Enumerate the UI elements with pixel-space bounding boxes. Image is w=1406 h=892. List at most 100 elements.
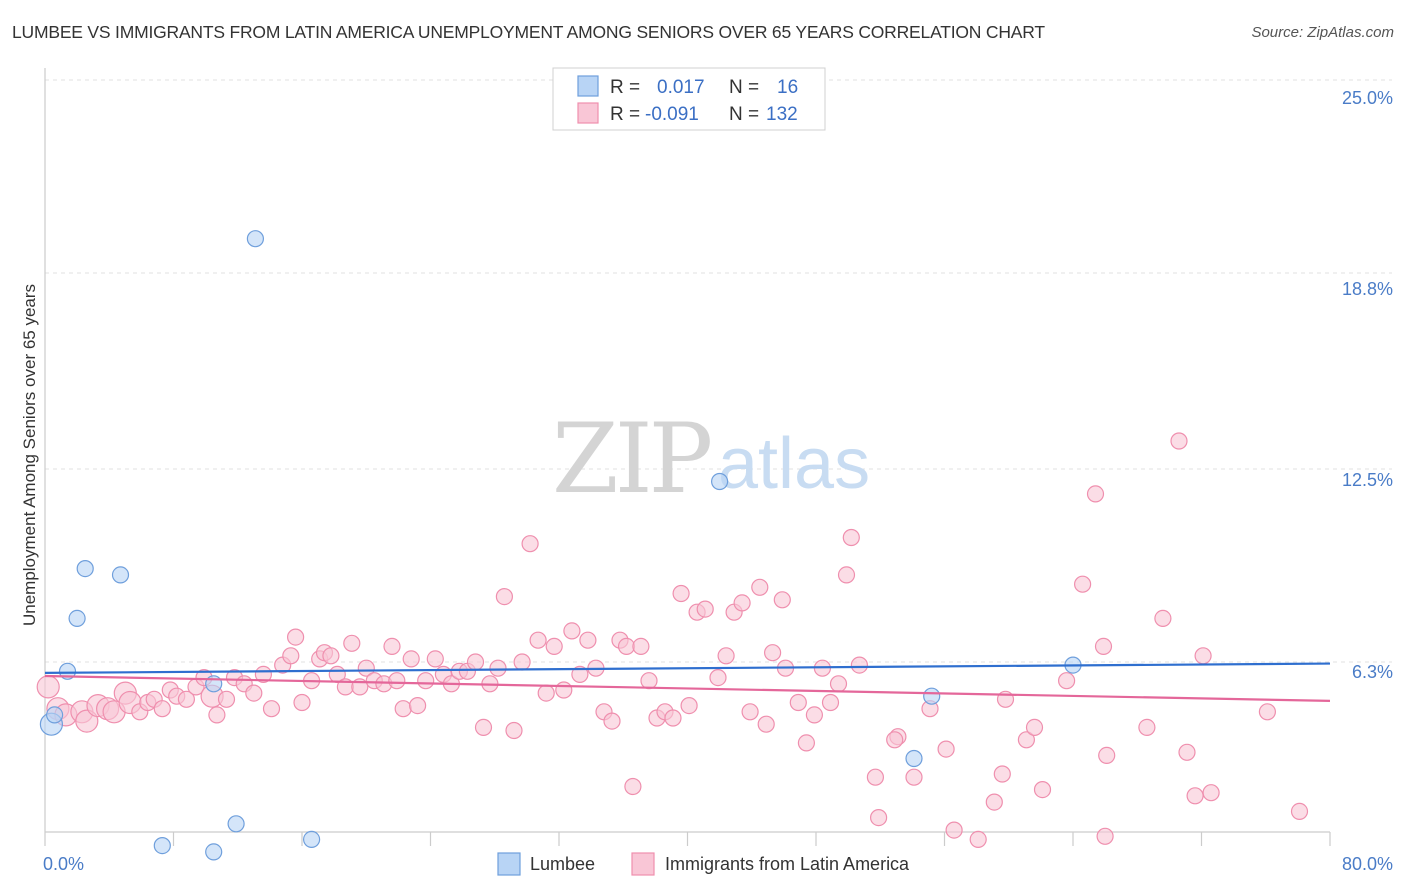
data-point xyxy=(579,631,597,649)
data-point xyxy=(1073,575,1092,593)
data-point xyxy=(733,594,751,612)
data-point xyxy=(805,706,824,724)
y-axis-title: Unemployment Among Seniors over 65 years xyxy=(20,284,39,626)
data-point xyxy=(617,637,636,656)
data-point xyxy=(741,703,759,721)
data-point xyxy=(985,793,1003,811)
data-point xyxy=(293,693,311,712)
data-point xyxy=(709,668,727,687)
data-point xyxy=(426,650,444,668)
y-tick-labels: 25.0% 18.8% 12.5% 6.3% xyxy=(1342,88,1393,682)
data-point xyxy=(1025,718,1044,737)
legend-swatch-latin xyxy=(631,852,655,876)
data-point xyxy=(388,672,406,690)
data-point xyxy=(282,647,300,665)
stats-r-label-latin: R = xyxy=(610,104,640,125)
stats-n-label-latin: N = xyxy=(729,104,759,125)
data-point xyxy=(905,749,923,768)
chart-title: LUMBEE VS IMMIGRANTS FROM LATIN AMERICA … xyxy=(12,22,1045,42)
watermark: ZIP atlas xyxy=(552,403,870,515)
data-point xyxy=(923,687,941,705)
data-point xyxy=(797,734,816,752)
data-point xyxy=(513,653,531,671)
data-point xyxy=(1258,703,1277,721)
data-point xyxy=(153,700,171,718)
legend-label-latin: Immigrants from Latin America xyxy=(665,854,910,874)
data-point xyxy=(545,637,563,656)
data-point xyxy=(417,672,435,690)
data-point xyxy=(763,644,782,662)
data-point xyxy=(474,718,493,737)
data-point xyxy=(394,700,412,718)
data-point xyxy=(1138,718,1156,737)
stats-n-value-lumbee: 16 xyxy=(777,77,798,98)
y-tick-label-25: 25.0% xyxy=(1342,88,1393,108)
data-point xyxy=(640,672,658,690)
data-point xyxy=(246,230,264,248)
data-point xyxy=(402,650,420,668)
data-point xyxy=(1154,609,1172,628)
data-point xyxy=(1017,731,1036,749)
data-point xyxy=(287,628,305,646)
source-label: Source: ZipAtlas.com xyxy=(1251,24,1394,41)
stats-swatch-lumbee xyxy=(577,75,599,97)
data-point xyxy=(45,706,64,724)
data-point xyxy=(773,591,791,609)
data-point xyxy=(672,584,690,603)
stats-n-label-lumbee: N = xyxy=(729,77,759,98)
data-point xyxy=(1086,485,1105,503)
data-point xyxy=(177,690,195,708)
data-point xyxy=(850,656,869,674)
data-point xyxy=(1290,802,1309,821)
data-point xyxy=(1202,784,1220,802)
lumbee-series xyxy=(39,230,1082,861)
stats-swatch-latin xyxy=(577,102,599,124)
y-tick-label-6-3: 6.3% xyxy=(1352,662,1393,682)
data-point xyxy=(357,659,375,677)
stats-r-value-lumbee: 0.017 xyxy=(657,77,705,98)
data-point xyxy=(383,637,401,656)
data-point xyxy=(757,715,775,733)
latin-america-trend-line xyxy=(44,674,1331,703)
data-point xyxy=(993,765,1011,783)
y-tick-label-12-5: 12.5% xyxy=(1342,470,1393,490)
data-point xyxy=(68,609,86,628)
data-point xyxy=(466,653,485,671)
data-point xyxy=(1094,637,1113,656)
data-point xyxy=(1178,743,1196,761)
data-point xyxy=(217,690,236,708)
stats-r-label-lumbee: R = xyxy=(610,77,640,98)
x-axis-ticks xyxy=(44,832,1331,846)
data-point xyxy=(495,587,513,606)
data-point xyxy=(866,768,885,786)
data-point xyxy=(262,700,281,718)
data-point xyxy=(505,721,523,740)
stats-r-value-latin: -0.091 xyxy=(645,104,699,125)
data-point xyxy=(153,836,171,855)
data-point xyxy=(905,768,923,786)
stats-n-value-latin: 132 xyxy=(766,104,798,125)
data-point xyxy=(76,559,94,578)
data-point xyxy=(1194,647,1212,665)
data-point xyxy=(208,706,226,724)
data-point xyxy=(343,634,361,652)
data-point xyxy=(837,566,856,584)
data-point xyxy=(969,830,987,849)
stats-box: R = 0.017 N = 16 R = -0.091 N = 132 xyxy=(552,67,826,131)
data-point xyxy=(664,709,682,727)
lumbee-trend-line xyxy=(44,662,1331,674)
data-point xyxy=(886,731,904,749)
legend-label-lumbee: Lumbee xyxy=(530,854,595,874)
data-point xyxy=(789,693,807,712)
data-point xyxy=(829,675,848,693)
data-point xyxy=(563,622,581,640)
data-point xyxy=(227,815,245,833)
data-point xyxy=(1033,780,1052,799)
data-point xyxy=(1098,746,1116,765)
data-point xyxy=(1170,432,1188,450)
data-point xyxy=(1186,787,1204,805)
data-point xyxy=(632,637,650,656)
data-point xyxy=(842,528,860,547)
data-point xyxy=(945,821,963,839)
